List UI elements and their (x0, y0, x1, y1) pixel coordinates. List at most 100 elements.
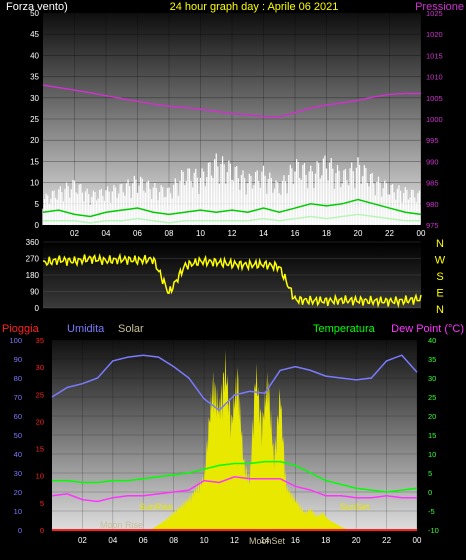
temp-x-tick: 16 (291, 536, 300, 545)
compass-label: N (436, 238, 444, 250)
temperature-y-tick: 20 (428, 412, 436, 421)
humidity-y-tick: 40 (14, 450, 22, 459)
pressure-y-tick: 980 (426, 200, 439, 209)
rain-y-tick: 10 (36, 472, 44, 481)
series-wind-average (42, 198, 422, 218)
pressure-y-tick: 990 (426, 157, 439, 166)
temperature-y-tick: 40 (428, 336, 436, 345)
temp-x-tick: 18 (321, 536, 330, 545)
annotation-sunrise: SunRise (139, 502, 173, 512)
humidity-y-tick: 70 (14, 393, 22, 402)
humidity-y-tick: 50 (14, 431, 22, 440)
wind-x-tick: 22 (385, 229, 394, 238)
pressure-y-tick: 1015 (426, 51, 443, 60)
pressure-y-tick: 975 (426, 221, 439, 230)
pressure-y-tick: 1025 (426, 9, 443, 18)
annotation-sunset: SunSet (340, 502, 370, 512)
wind-x-tick: 10 (196, 229, 205, 238)
solar-axis-label: Solar (118, 323, 144, 335)
temperature-y-tick: -5 (428, 507, 435, 516)
wind-x-tick: 14 (259, 229, 268, 238)
pressure-y-tick: 1005 (426, 94, 443, 103)
annotation-moonset: MoonSet (249, 536, 286, 546)
temp-x-axis-ticks: 02 04 06 08 10 12 14 16 18 20 22 00 (78, 536, 422, 545)
direction-y-tick: 360 (26, 238, 40, 247)
humidity-y-tick: 30 (14, 469, 22, 478)
wind-x-tick: 12 (228, 229, 237, 238)
temperature-y-tick: 5 (428, 469, 432, 478)
wind-y-tick: 25 (30, 115, 39, 124)
wind-y-tick: 45 (30, 30, 39, 39)
temp-x-tick: 12 (230, 536, 239, 545)
pressure-y-axis-ticks: 975 980 985 990 995 1000 1005 1010 1015 1020 1025 (426, 9, 443, 230)
humidity-y-tick: 0 (18, 526, 22, 535)
annotation-moonrise: Moon Rise (100, 520, 143, 530)
direction-grid (43, 241, 421, 309)
direction-y-axis-ticks: 0 90 180 270 360 (26, 238, 40, 313)
series-humidity (51, 354, 418, 412)
humidity-y-tick: 100 (9, 336, 22, 345)
temperature-axis-label: Temperatura (313, 323, 376, 335)
dewpoint-axis-label: Dew Point (°C) (391, 323, 464, 335)
rain-axis-label: Pioggia (2, 323, 40, 335)
humidity-y-tick: 10 (14, 507, 22, 516)
wind-y-tick: 10 (30, 179, 39, 188)
wind-x-tick: 08 (165, 229, 174, 238)
wind-x-tick: 20 (354, 229, 363, 238)
series-pressure (42, 84, 421, 118)
temperature-y-tick: 25 (428, 393, 436, 402)
pressure-y-tick: 1000 (426, 115, 443, 124)
rain-y-tick: 30 (36, 363, 44, 372)
temp-x-tick: 04 (108, 536, 117, 545)
wind-x-tick: 16 (291, 229, 300, 238)
rain-y-axis-ticks: 0 5 10 15 20 25 30 35 (36, 336, 44, 535)
wind-y-tick: 50 (30, 9, 39, 18)
series-temperature (52, 460, 418, 493)
temperature-y-tick: -10 (428, 526, 439, 535)
wind-y-tick: 20 (30, 136, 39, 145)
pressure-y-tick: 1010 (426, 73, 443, 82)
wind-y-tick: 15 (30, 157, 39, 166)
pressure-y-tick: 985 (426, 179, 439, 188)
wind-x-tick: 04 (102, 229, 111, 238)
series-wind-direction (42, 252, 422, 309)
humidity-y-tick: 60 (14, 412, 22, 421)
temperature-y-tick: 0 (428, 488, 432, 497)
rain-y-tick: 20 (36, 417, 44, 426)
wind-y-tick: 40 (30, 51, 39, 60)
temperature-y-axis-ticks: -10 -5 0 5 10 15 20 25 30 35 40 (428, 336, 439, 535)
rain-y-tick: 0 (40, 526, 44, 535)
compass-label: S (436, 271, 443, 283)
rain-y-tick: 35 (36, 336, 44, 345)
temp-x-tick: 02 (78, 536, 87, 545)
direction-y-tick: 180 (26, 271, 40, 280)
wind-x-axis-ticks: 02 04 06 08 10 12 14 16 18 20 22 00 (70, 229, 426, 238)
temp-x-tick: 20 (352, 536, 361, 545)
wind-y-axis-ticks: 0 5 10 15 20 25 30 35 40 45 50 (30, 9, 39, 230)
temp-x-tick: 22 (382, 536, 391, 545)
series-wind-low (43, 213, 421, 224)
direction-y-tick: 90 (30, 288, 39, 297)
wind-x-tick: 00 (417, 229, 426, 238)
wind-y-tick: 30 (30, 94, 39, 103)
temp-x-tick: 14 (260, 536, 269, 545)
humidity-y-tick: 80 (14, 374, 22, 383)
temp-x-tick: 08 (169, 536, 178, 545)
temperature-y-tick: 15 (428, 431, 436, 440)
compass-label: E (436, 288, 443, 300)
wind-y-tick: 35 (30, 73, 39, 82)
humidity-axis-label: Umidita (67, 323, 105, 335)
direction-y-tick: 0 (35, 304, 40, 313)
temperature-y-tick: 30 (428, 374, 436, 383)
wind-y-tick: 5 (35, 200, 40, 209)
wind-x-tick: 02 (70, 229, 79, 238)
temperature-y-tick: 10 (428, 450, 436, 459)
wind-x-tick: 18 (322, 229, 331, 238)
rain-y-tick: 5 (40, 499, 44, 508)
wind-y-tick: 0 (35, 221, 40, 230)
series-dewpoint (51, 476, 417, 503)
temp-x-tick: 00 (413, 536, 422, 545)
